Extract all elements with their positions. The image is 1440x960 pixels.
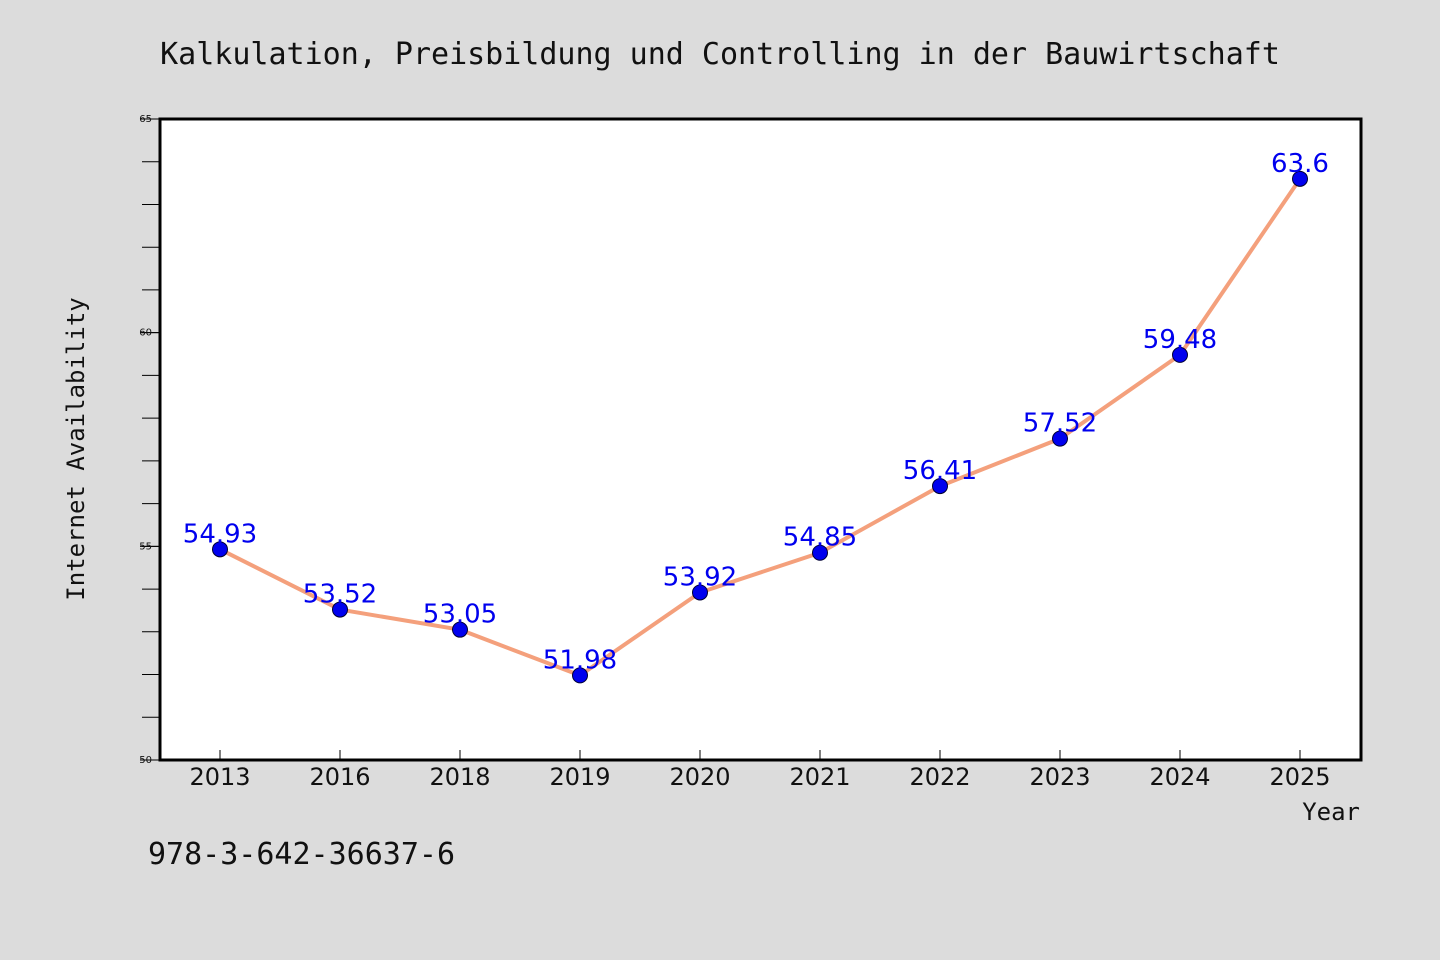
x-tick-label: 2024: [1149, 763, 1210, 791]
x-tick-label: 2021: [789, 763, 850, 791]
x-tick-label: 2025: [1269, 763, 1330, 791]
data-markers: [212, 170, 1308, 684]
data-label: 54.93: [183, 519, 257, 549]
data-label: 54.85: [783, 523, 857, 553]
data-point: [1292, 170, 1308, 187]
y-axis: 50 55 60 65: [139, 114, 160, 766]
x-tick-label: 2023: [1029, 763, 1090, 791]
x-tick-label: 2020: [669, 763, 730, 791]
data-labels: 54.93 53.52 53.05 51.98 53.92 54.85 56.41 57.52…: [183, 149, 1329, 676]
data-point: [332, 601, 348, 618]
x-tick-label: 2022: [909, 763, 970, 791]
data-label: 53.92: [663, 562, 737, 592]
y-tick-label: 60: [139, 328, 152, 339]
x-tick-label: 2016: [309, 763, 370, 791]
x-tick-label: 2013: [189, 763, 250, 791]
x-tick-label: 2019: [549, 763, 610, 791]
data-label: 59.48: [1143, 325, 1217, 355]
data-point: [812, 544, 828, 561]
data-label: 53.05: [423, 600, 497, 630]
y-tick-label: 50: [139, 755, 152, 766]
isbn-text: 978-3-642-36637-6: [148, 837, 455, 872]
x-axis-label: Year: [1302, 798, 1360, 826]
y-tick-label: 55: [139, 541, 152, 552]
data-point: [452, 621, 468, 638]
data-label: 51.98: [543, 645, 617, 675]
x-axis: 2013 2016 2018 2019 2020 2021 2022 2023 2024 2025: [189, 750, 1331, 791]
data-label: 53.52: [303, 580, 377, 610]
data-point: [932, 478, 948, 495]
data-point: [212, 541, 228, 558]
data-label: 63.6: [1271, 149, 1329, 179]
chart-title: Kalkulation, Preisbildung und Controllin…: [160, 37, 1280, 72]
data-label: 56.41: [903, 456, 977, 486]
series-line: [218, 176, 1302, 678]
y-tick-label: 65: [139, 114, 152, 125]
data-point: [1172, 346, 1188, 363]
data-point: [692, 584, 708, 601]
data-point: [1052, 430, 1068, 447]
x-tick-label: 2018: [429, 763, 490, 791]
plot-area: [158, 117, 1363, 762]
data-point: [572, 667, 588, 684]
y-axis-label: Internet Availability: [62, 297, 90, 600]
data-label: 57.52: [1023, 409, 1097, 439]
